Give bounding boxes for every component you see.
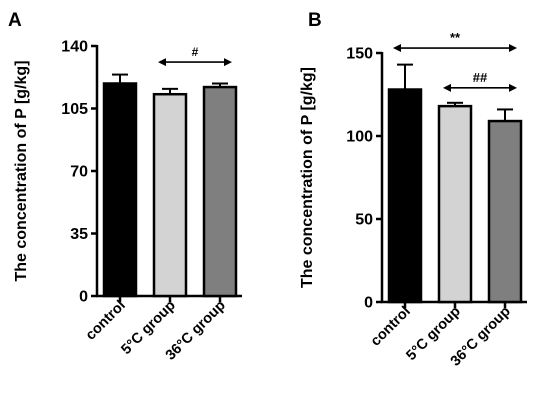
y-tick-label: 0 bbox=[364, 295, 373, 312]
y-tick-label: 35 bbox=[70, 226, 88, 243]
y-tick-label: 150 bbox=[346, 46, 373, 63]
arrow-head-left bbox=[158, 58, 166, 67]
bar bbox=[437, 104, 473, 304]
y-axis-title: The concentration of P [g/kg] bbox=[299, 67, 316, 288]
arrow-head-right bbox=[509, 83, 517, 92]
arrow-head-left bbox=[443, 83, 451, 92]
bar bbox=[387, 88, 423, 304]
y-tick-label: 70 bbox=[70, 164, 88, 181]
y-tick-label: 140 bbox=[61, 39, 88, 56]
bar bbox=[152, 92, 188, 298]
y-tick-label: 0 bbox=[79, 289, 88, 306]
arrow-head-left bbox=[393, 44, 401, 53]
bar bbox=[487, 119, 523, 304]
panel-letter: B bbox=[308, 10, 322, 31]
x-category-label: control bbox=[83, 298, 129, 344]
y-tick-label: 100 bbox=[346, 129, 373, 146]
bar bbox=[102, 82, 138, 298]
y-tick-label: 50 bbox=[355, 212, 373, 229]
chart-panel-b: B The concentration of P [g/kg] 0 50 100 150 c… bbox=[299, 10, 527, 370]
bar bbox=[202, 85, 238, 298]
arrow-head-right bbox=[509, 44, 517, 53]
significance-label: ** bbox=[450, 30, 461, 45]
y-tick-label: 105 bbox=[61, 101, 88, 118]
significance-label: ## bbox=[473, 70, 488, 85]
arrow-head-right bbox=[224, 58, 232, 67]
y-axis-title: The concentration of P [g/kg] bbox=[13, 60, 30, 281]
panel-letter: A bbox=[8, 10, 22, 31]
significance-label: # bbox=[192, 45, 199, 59]
x-category-label: control bbox=[368, 304, 414, 350]
chart-panel-a: A The concentration of P [g/kg] 0 35 70 105 14… bbox=[8, 10, 242, 364]
